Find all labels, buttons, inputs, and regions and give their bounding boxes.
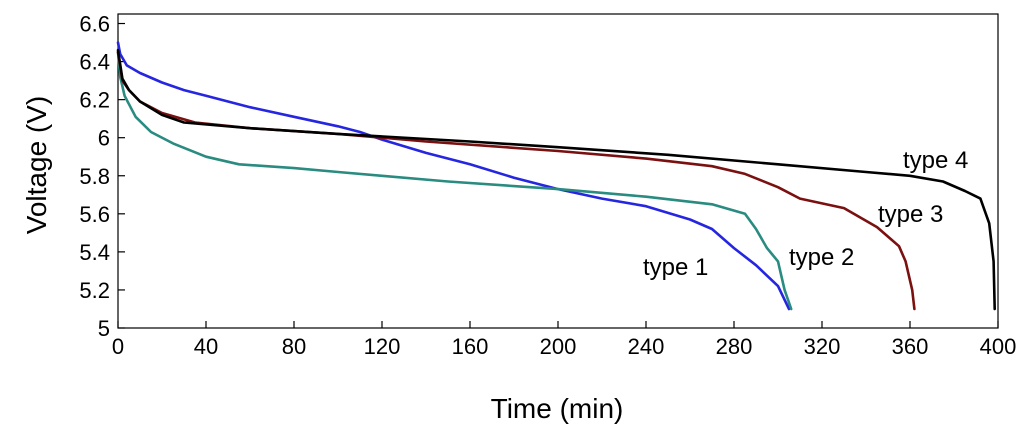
series-label-type-2: type 2 xyxy=(789,244,854,271)
y-tick-label: 6.6 xyxy=(79,12,110,37)
y-tick-label: 5.2 xyxy=(79,278,110,303)
series-label-type-4: type 4 xyxy=(903,147,968,174)
series-annotations: type 1 type 2 type 3 type 4 xyxy=(643,147,968,281)
x-tick-label: 360 xyxy=(892,334,929,359)
y-tick-label: 6.4 xyxy=(79,50,110,75)
x-tick-label: 40 xyxy=(194,334,218,359)
y-tick-label: 5.6 xyxy=(79,202,110,227)
axis-ticks: 0 40 80 120 160 200 240 280 320 360 400 5 5.2 5.4 5.6 5… xyxy=(79,12,1016,359)
x-tick-label: 320 xyxy=(804,334,841,359)
x-tick-label: 160 xyxy=(452,334,489,359)
series-line-type-2 xyxy=(116,50,793,311)
series-lines xyxy=(116,41,996,311)
x-tick-label: 120 xyxy=(364,334,401,359)
y-tick-label: 6 xyxy=(98,126,110,151)
series-label-type-3: type 3 xyxy=(878,201,943,228)
x-tick-label: 240 xyxy=(628,334,665,359)
x-axis-label: Time (min) xyxy=(491,393,624,424)
y-tick-label: 6.2 xyxy=(79,88,110,113)
x-tick-label: 0 xyxy=(112,334,124,359)
x-tick-label: 280 xyxy=(716,334,753,359)
y-axis-label: Voltage (V) xyxy=(21,96,52,235)
x-tick-label: 200 xyxy=(540,334,577,359)
series-line-type-1 xyxy=(116,41,791,311)
y-tick-label: 5.4 xyxy=(79,240,110,265)
y-tick-label: 5 xyxy=(98,316,110,341)
y-tick-label: 5.8 xyxy=(79,164,110,189)
x-tick-label: 80 xyxy=(282,334,306,359)
series-label-type-1: type 1 xyxy=(643,254,708,281)
x-tick-label: 400 xyxy=(980,334,1017,359)
series-line-type-4 xyxy=(116,48,996,311)
